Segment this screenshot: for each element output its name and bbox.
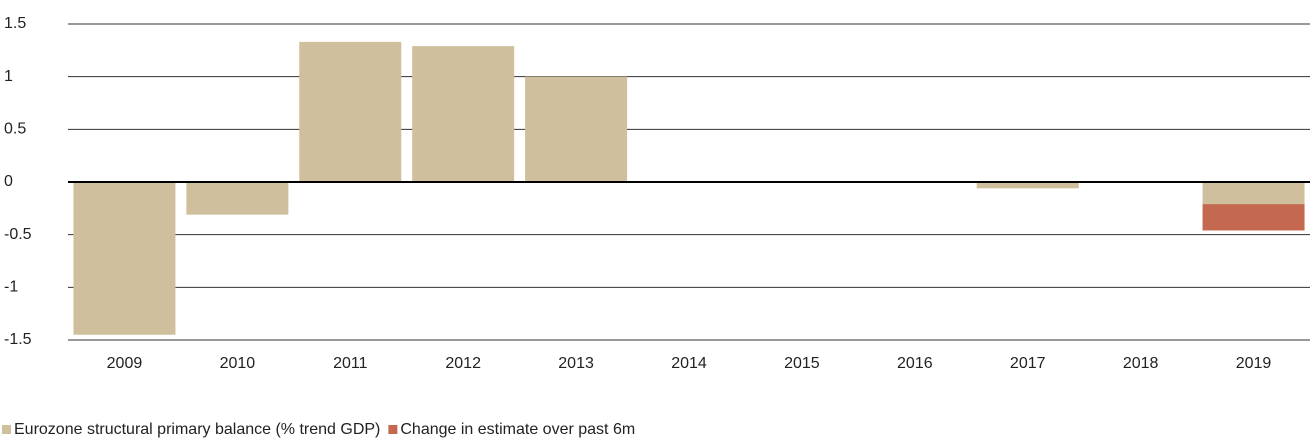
- x-tick-label: 2011: [333, 355, 368, 372]
- bar: [73, 182, 176, 335]
- legend-label: Eurozone structural primary balance (% t…: [14, 421, 380, 438]
- x-tick-label: 2009: [107, 355, 143, 372]
- bar: [299, 41, 402, 183]
- x-tick-label: 2012: [445, 355, 481, 372]
- bar: [1202, 182, 1305, 205]
- x-tick-label: 2015: [784, 355, 820, 372]
- x-tick-label: 2018: [1123, 355, 1159, 372]
- y-tick-label: -0.5: [4, 226, 32, 243]
- x-tick-label: 2016: [897, 355, 933, 372]
- y-tick-label: 1.5: [4, 15, 26, 32]
- legend-swatch: [2, 425, 11, 434]
- legend-swatch: [388, 425, 398, 434]
- bar: [186, 182, 289, 215]
- bar: [412, 46, 515, 183]
- y-tick-label: -1: [4, 279, 18, 296]
- legend-label: Change in estimate over past 6m: [400, 421, 635, 438]
- bar: [525, 76, 628, 182]
- bar: [976, 182, 1079, 189]
- y-tick-label: 1: [4, 68, 13, 85]
- x-tick-label: 2010: [220, 355, 256, 372]
- y-tick-label: 0: [4, 173, 13, 190]
- x-tick-label: 2019: [1236, 355, 1272, 372]
- x-tick-label: 2014: [671, 355, 707, 372]
- x-tick-label: 2013: [558, 355, 594, 372]
- y-tick-label: 0.5: [4, 121, 26, 138]
- bar: [1202, 204, 1305, 231]
- y-tick-label: -1.5: [4, 331, 32, 348]
- x-tick-label: 2017: [1010, 355, 1046, 372]
